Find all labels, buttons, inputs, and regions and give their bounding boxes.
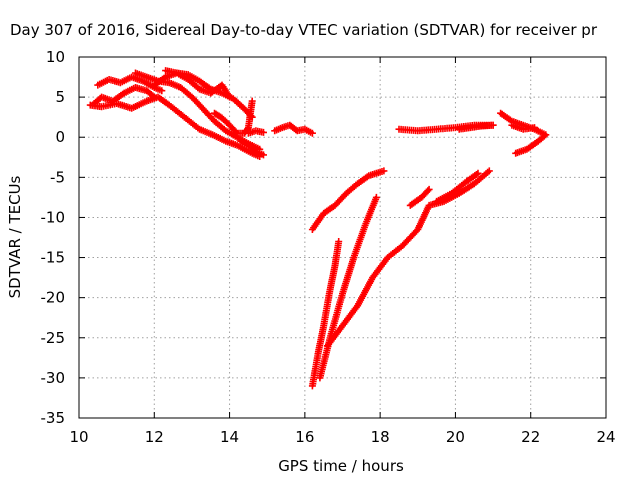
series-track-c: [86, 93, 264, 160]
series-markers: [455, 121, 497, 133]
grid: [79, 57, 606, 418]
x-tick-label: 14: [220, 428, 239, 446]
series-markers: [433, 169, 482, 205]
y-tick-label: -25: [41, 329, 66, 347]
series-markers: [94, 73, 166, 95]
series-track-k: [308, 167, 388, 233]
x-tick-label: 16: [295, 428, 314, 446]
series-markers: [244, 127, 267, 137]
x-tick-label: 10: [69, 428, 88, 446]
data-points: [86, 67, 550, 390]
y-axis-label: SDTVAR / TECUs: [6, 175, 24, 298]
x-tick-label: 20: [446, 428, 465, 446]
series-markers: [323, 167, 493, 350]
y-tick-label: -15: [41, 249, 66, 267]
series-markers: [162, 67, 234, 101]
series-markers: [86, 93, 264, 160]
series-track-m: [316, 193, 380, 382]
series-markers: [308, 167, 388, 233]
series-markers: [406, 185, 433, 209]
y-tick-label: 0: [55, 128, 65, 146]
series-track-t: [508, 121, 538, 133]
plot-frame: [78, 56, 607, 419]
series-track-j: [271, 121, 316, 137]
y-tick-label: 5: [55, 88, 65, 106]
series-markers: [316, 193, 380, 382]
series-track-n: [323, 167, 493, 350]
series-track-h: [237, 137, 267, 159]
axis-ticks: 10 12 14 16 18 20 22 24 10 5 0 -5 -10 -15 -20 -25 -30 -35: [41, 48, 616, 446]
series-track-g: [211, 97, 256, 137]
series-track-l: [308, 238, 343, 390]
y-tick-label: -5: [50, 168, 65, 186]
x-axis-label: GPS time / hours: [278, 457, 404, 475]
x-tick-label: 18: [371, 428, 390, 446]
y-tick-label: -35: [41, 409, 66, 427]
series-markers: [508, 121, 538, 133]
x-tick-label: 24: [596, 428, 615, 446]
series-markers: [211, 97, 256, 137]
x-tick-label: 22: [521, 428, 540, 446]
series-track-i: [244, 127, 267, 137]
series-track-q: [433, 169, 482, 205]
series-markers: [308, 238, 343, 390]
y-tick-label: -10: [41, 208, 66, 226]
series-markers: [271, 121, 316, 137]
series-markers: [237, 137, 267, 159]
y-tick-label: -30: [41, 369, 66, 387]
y-tick-label: -20: [41, 289, 66, 307]
series-track-r: [455, 121, 497, 133]
series-track-p: [406, 185, 433, 209]
series-markers: [150, 69, 256, 121]
series-track-f: [162, 67, 234, 101]
series-track-s: [497, 109, 550, 157]
series-track-e: [150, 69, 256, 121]
series-track-b: [94, 73, 166, 95]
x-tick-label: 12: [145, 428, 164, 446]
series-markers: [497, 109, 550, 157]
y-tick-label: 10: [46, 48, 65, 66]
chart-title: Day 307 of 2016, Sidereal Day-to-day VTE…: [10, 21, 598, 39]
